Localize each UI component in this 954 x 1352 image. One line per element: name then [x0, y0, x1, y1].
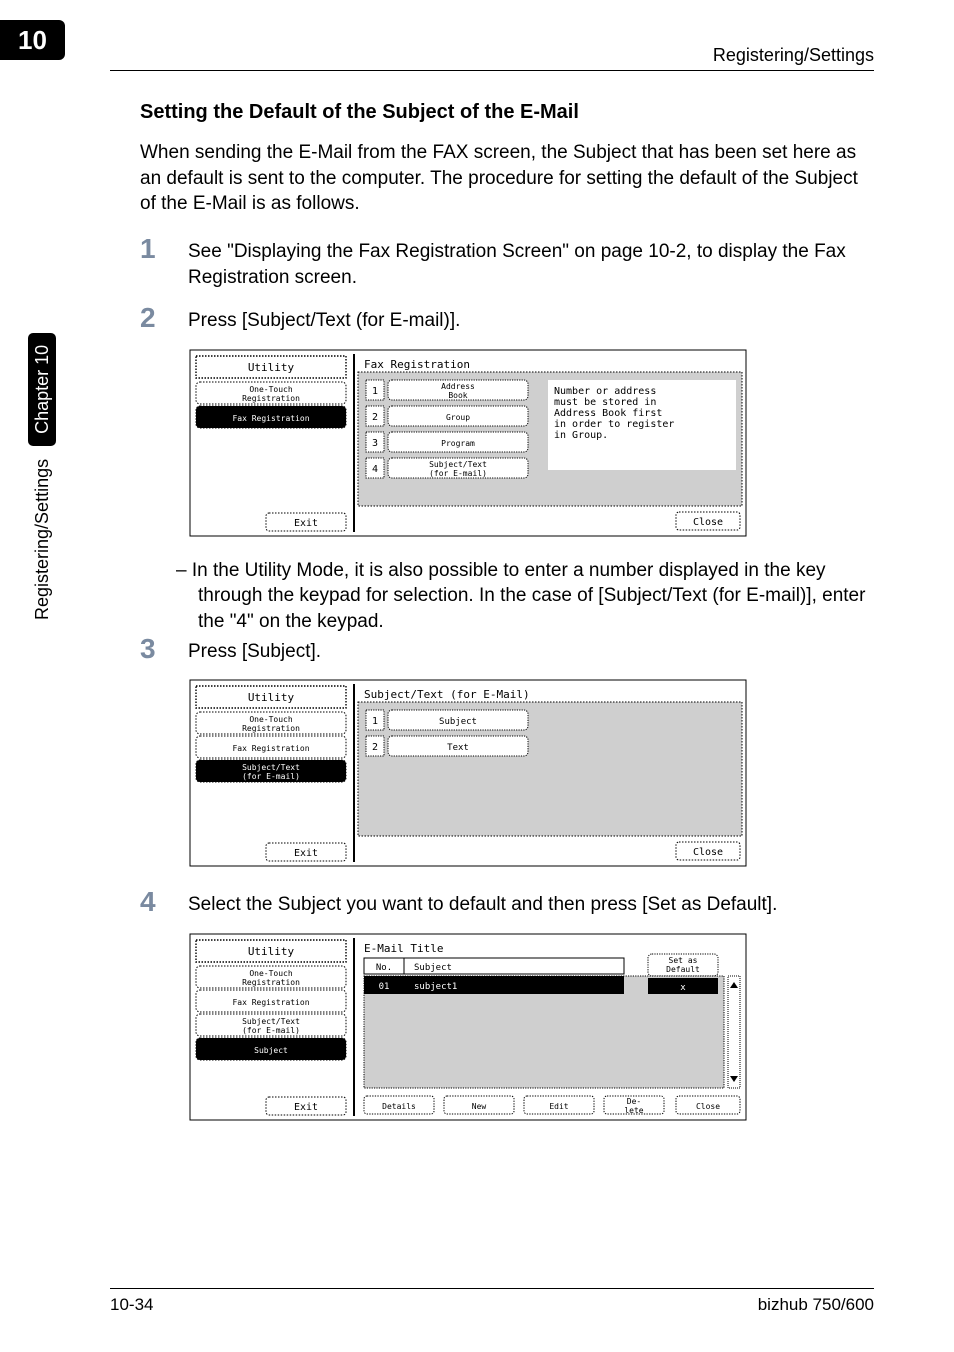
- step-number: 4: [140, 888, 188, 918]
- svg-text:Subject/Text(for E-mail): Subject/Text(for E-mail): [242, 763, 300, 781]
- side-label: Registering/Settings Chapter 10: [32, 333, 53, 620]
- svg-text:Text: Text: [447, 743, 469, 753]
- svg-text:Fax Registration: Fax Registration: [232, 414, 309, 423]
- svg-text:Exit: Exit: [294, 848, 318, 859]
- svg-text:1: 1: [372, 716, 378, 727]
- side-text: Registering/Settings: [32, 459, 52, 620]
- svg-text:3: 3: [372, 438, 378, 449]
- step-number: 2: [140, 304, 188, 334]
- svg-text:Program: Program: [441, 439, 475, 448]
- svg-text:Fax Registration: Fax Registration: [232, 998, 309, 1007]
- svg-text:Exit: Exit: [294, 518, 318, 529]
- figure-fax-registration: Utility One-TouchRegistration Fax Registra…: [188, 348, 874, 538]
- svg-text:Subject/Text(for E-mail): Subject/Text(for E-mail): [429, 460, 487, 478]
- svg-text:E-Mail Title: E-Mail Title: [364, 942, 443, 955]
- svg-text:No.: No.: [376, 963, 392, 973]
- svg-text:Subject: Subject: [254, 1046, 288, 1055]
- svg-text:One-TouchRegistration: One-TouchRegistration: [242, 385, 300, 403]
- svg-text:De-lete: De-lete: [624, 1097, 643, 1115]
- svg-text:Fax Registration: Fax Registration: [364, 358, 470, 371]
- footer-page-number: 10-34: [110, 1295, 153, 1315]
- chapter-tab: 10: [0, 20, 65, 60]
- svg-text:Set asDefault: Set asDefault: [666, 956, 700, 974]
- step-number: 1: [140, 235, 188, 290]
- svg-text:4: 4: [372, 464, 378, 475]
- section-heading: Setting the Default of the Subject of th…: [140, 101, 874, 124]
- page-footer: 10-34 bizhub 750/600: [110, 1288, 874, 1315]
- step-text: Press [Subject].: [188, 635, 874, 665]
- svg-text:New: New: [472, 1102, 487, 1111]
- running-head: Registering/Settings: [713, 45, 874, 66]
- footer-model: bizhub 750/600: [758, 1295, 874, 1315]
- side-chapter-chip: Chapter 10: [28, 333, 56, 446]
- step-text: See "Displaying the Fax Registration Scr…: [188, 235, 874, 290]
- svg-text:Subject/Text(for E-mail): Subject/Text(for E-mail): [242, 1017, 300, 1035]
- step-text: Press [Subject/Text (for E-mail)].: [188, 304, 874, 334]
- svg-text:Close: Close: [696, 1102, 720, 1111]
- svg-text:Utility: Utility: [248, 361, 295, 374]
- svg-text:01: 01: [379, 982, 390, 992]
- intro-paragraph: When sending the E-Mail from the FAX scr…: [140, 140, 874, 217]
- svg-text:One-TouchRegistration: One-TouchRegistration: [242, 715, 300, 733]
- figure-email-title: Utility One-TouchRegistration Fax Registra…: [188, 932, 874, 1122]
- svg-text:Details: Details: [382, 1102, 416, 1111]
- svg-text:1: 1: [372, 386, 378, 397]
- svg-text:2: 2: [372, 742, 378, 753]
- svg-text:Subject: Subject: [439, 717, 477, 727]
- step-note: – In the Utility Mode, it is also possib…: [176, 558, 874, 635]
- svg-text:Close: Close: [693, 517, 723, 528]
- svg-text:Group: Group: [446, 413, 470, 422]
- step-text: Select the Subject you want to default a…: [188, 888, 874, 918]
- svg-text:Edit: Edit: [549, 1102, 568, 1111]
- figure-subject-text: Utility One-TouchRegistration Fax Registra…: [188, 678, 874, 868]
- svg-text:Utility: Utility: [248, 691, 295, 704]
- svg-text:Exit: Exit: [294, 1102, 318, 1113]
- step-number: 3: [140, 635, 188, 665]
- svg-text:Subject: Subject: [414, 963, 452, 973]
- svg-text:Utility: Utility: [248, 945, 295, 958]
- svg-text:subject1: subject1: [414, 982, 457, 992]
- svg-text:Fax Registration: Fax Registration: [232, 744, 309, 753]
- svg-text:Close: Close: [693, 847, 723, 858]
- svg-text:x: x: [680, 983, 686, 993]
- svg-text:2: 2: [372, 412, 378, 423]
- svg-text:One-TouchRegistration: One-TouchRegistration: [242, 969, 300, 987]
- header-rule: Registering/Settings: [110, 45, 874, 71]
- svg-text:Subject/Text (for E-Mail): Subject/Text (for E-Mail): [364, 688, 530, 701]
